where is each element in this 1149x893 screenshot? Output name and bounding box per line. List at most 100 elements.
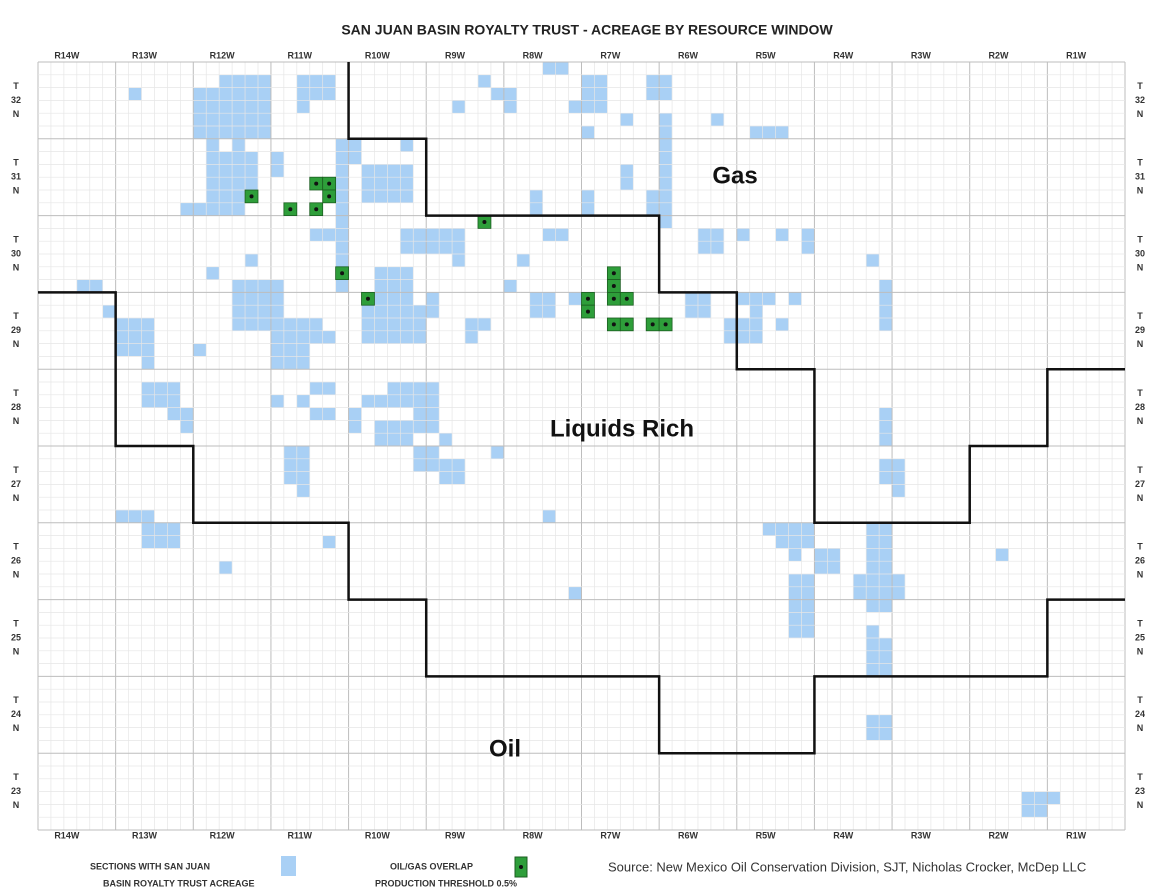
township-label-left: N [13, 339, 20, 349]
township-label-right: 24 [1135, 709, 1145, 719]
township-label-left: N [13, 109, 20, 119]
township-label-right: T [1137, 234, 1143, 244]
acreage-cell [206, 138, 220, 152]
range-label-top: R4W [833, 50, 854, 60]
gas-boundary [347, 62, 1125, 525]
overlap-dot [288, 207, 293, 212]
acreage-cell [232, 138, 246, 152]
acreage-cell [866, 254, 880, 267]
township-label-left: 29 [11, 325, 21, 335]
range-label-bottom: R4W [833, 830, 854, 840]
township-label-left: 27 [11, 479, 21, 489]
township-label-left: 25 [11, 632, 21, 642]
acreage-cell [245, 254, 258, 267]
overlap-dot [340, 271, 345, 276]
acreage-cell [206, 202, 246, 216]
township-label-right: 30 [1135, 248, 1145, 258]
township-label-right: T [1137, 465, 1143, 475]
overlap-dot [624, 322, 629, 327]
overlap-dot [327, 194, 332, 199]
township-label-right: T [1137, 311, 1143, 321]
township-label-left: N [13, 570, 20, 580]
acreage-cell [710, 113, 724, 126]
township-label-left: 30 [11, 248, 21, 258]
township-label-right: N [1137, 262, 1144, 272]
range-label-bottom: R2W [989, 830, 1010, 840]
township-label-left: T [13, 618, 19, 628]
township-label-left: 24 [11, 709, 21, 719]
oil-boundary [38, 291, 1125, 755]
acreage-cell [296, 484, 310, 498]
gas-label: Gas [712, 162, 757, 189]
overlap-dot [327, 181, 332, 186]
oil-label: Oil [489, 735, 521, 762]
acreage-cell [568, 100, 582, 114]
range-label-top: R1W [1066, 50, 1087, 60]
acreage-cell [568, 292, 582, 306]
township-label-left: T [13, 311, 19, 321]
range-label-bottom: R13W [132, 830, 158, 840]
range-label-top: R12W [210, 50, 236, 60]
township-label-right: 32 [1135, 95, 1145, 105]
overlap-dot [314, 207, 319, 212]
township-label-right: N [1137, 723, 1144, 733]
legend-acreage-line2: BASIN ROYALTY TRUST ACREAGE [103, 878, 255, 888]
township-label-left: 23 [11, 786, 21, 796]
overlap-dot [650, 322, 655, 327]
section-grid [37, 61, 1126, 831]
township-label-left: T [13, 695, 19, 705]
acreage-cell [270, 394, 284, 408]
township-label-right: 23 [1135, 786, 1145, 796]
township-label-left: T [13, 465, 19, 475]
township-label-left: 26 [11, 556, 21, 566]
overlap-dot [611, 322, 616, 327]
overlap-dot [611, 271, 616, 276]
township-label-right: N [1137, 493, 1144, 503]
acreage-cell [775, 228, 789, 242]
township-label-right: 25 [1135, 632, 1145, 642]
acreage-cell [361, 305, 427, 344]
acreage-cell [296, 330, 336, 344]
overlap-dot [585, 309, 590, 314]
township-label-left: 28 [11, 402, 21, 412]
acreage-cell [477, 74, 491, 88]
acreage-cell [879, 407, 893, 446]
township-label-right: N [1137, 339, 1144, 349]
range-label-top: R6W [678, 50, 699, 60]
acreage-cell [542, 510, 556, 523]
township-label-left: N [13, 186, 20, 196]
township-label-right: T [1137, 388, 1143, 398]
township-label-left: N [13, 800, 20, 810]
overlap-dot [624, 296, 629, 301]
acreage-cell [322, 535, 336, 549]
acreage-cell [490, 446, 504, 459]
legend-acreage-line1: SECTIONS WITH SAN JUAN [90, 861, 210, 871]
range-label-bottom: R7W [600, 830, 621, 840]
acreage-cell [219, 561, 233, 574]
range-label-bottom: R6W [678, 830, 699, 840]
overlap-dot [611, 284, 616, 288]
acreage-cell [193, 343, 207, 357]
source-note: Source: New Mexico Oil Conservation Divi… [608, 859, 1086, 874]
acreage-cell [995, 548, 1009, 562]
township-label-left: 31 [11, 172, 21, 182]
acreage-cell [775, 318, 789, 331]
acreage-cell [568, 586, 582, 600]
acreage-cell [115, 510, 155, 523]
overlap-dot [249, 194, 254, 199]
township-label-right: T [1137, 542, 1143, 552]
liquids-label: Liquids Rich [550, 415, 694, 442]
township-label-left: T [13, 388, 19, 398]
acreage-cell [400, 138, 414, 152]
acreage-cell [296, 394, 310, 408]
acreage-cell [309, 318, 323, 331]
range-label-bottom: R12W [210, 830, 236, 840]
overlap-dot [663, 322, 668, 327]
window-boundaries [38, 62, 1125, 755]
township-label-right: T [1137, 158, 1143, 168]
range-label-top: R14W [54, 50, 80, 60]
acreage-cell [1021, 791, 1061, 805]
range-label-top: R11W [287, 50, 312, 60]
legend-overlap-line1: OIL/GAS OVERLAP [390, 861, 473, 871]
